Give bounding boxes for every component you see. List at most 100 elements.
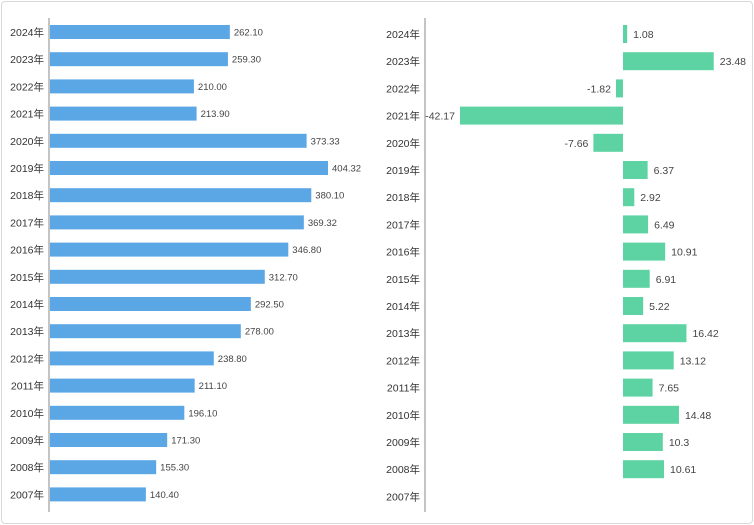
left-bar	[50, 378, 195, 393]
left-tick-label: 2014年	[10, 298, 44, 311]
right-tick-label: 2013年	[386, 327, 420, 340]
right-tick-label: 2023年	[386, 55, 420, 68]
right-data-label: 1.08	[633, 29, 654, 41]
right-bar	[593, 133, 623, 152]
right-data-label: 2.92	[640, 192, 661, 204]
left-data-label: 210.00	[198, 82, 227, 93]
left-data-label: 380.10	[315, 191, 344, 202]
right-tick-label: 2009年	[386, 436, 420, 449]
right-tick-label: 2021年	[386, 110, 420, 123]
left-data-label: 196.10	[188, 408, 217, 419]
left-data-label: 213.90	[201, 109, 230, 120]
right-tick-label: 2010年	[386, 409, 420, 422]
left-bar	[50, 351, 214, 366]
left-tick-label: 2019年	[10, 162, 44, 175]
left-bar	[50, 52, 228, 67]
right-data-label: 7.65	[659, 383, 680, 395]
left-tick-label: 2020年	[10, 135, 44, 148]
right-tick-label: 2008年	[386, 463, 420, 476]
left-bar	[50, 487, 146, 502]
right-tick-label: 2014年	[386, 300, 420, 313]
right-bar-chart: 2024年 1.08 2023年 23.48 2022年 -1.82 2021年 -42.17…	[386, 18, 746, 512]
left-bar	[50, 188, 312, 203]
right-bar	[623, 242, 666, 261]
left-tick-label: 2016年	[10, 244, 44, 257]
right-data-label: 13.12	[680, 355, 706, 367]
left-bar	[50, 297, 251, 311]
left-bar	[50, 405, 185, 420]
left-data-label: 346.80	[292, 245, 321, 256]
right-data-label: 5.22	[649, 301, 670, 313]
right-bar	[623, 351, 674, 370]
right-data-label: 10.61	[670, 464, 696, 476]
left-bar	[50, 25, 230, 39]
left-bar	[50, 242, 289, 257]
left-tick-label: 2022年	[10, 80, 44, 93]
right-tick-label: 2022年	[386, 82, 420, 95]
left-tick-label: 2012年	[10, 352, 44, 365]
right-data-label: -42.17	[425, 111, 455, 123]
left-tick-label: 2008年	[10, 461, 44, 474]
left-data-label: 278.00	[245, 327, 274, 338]
right-data-label: 6.49	[654, 219, 675, 231]
left-tick-label: 2023年	[10, 53, 44, 66]
right-data-label: 16.42	[692, 328, 718, 340]
right-bar	[623, 433, 663, 451]
right-tick-label: 2016年	[386, 246, 420, 259]
left-data-label: 373.33	[311, 136, 340, 147]
left-data-label: 259.30	[232, 55, 261, 66]
left-bar	[50, 269, 265, 284]
left-tick-label: 2024年	[10, 26, 44, 39]
right-tick-label: 2012年	[386, 354, 420, 367]
left-data-label: 292.50	[255, 300, 284, 311]
right-bar	[623, 324, 687, 343]
left-data-label: 140.40	[150, 490, 179, 501]
left-tick-label: 2007年	[10, 488, 44, 501]
left-data-label: 404.32	[332, 164, 361, 175]
left-tick-label: 2017年	[10, 216, 44, 229]
left-tick-label: 2010年	[10, 407, 44, 420]
right-tick-label: 2011年	[387, 382, 420, 395]
right-data-label: -1.82	[587, 83, 611, 95]
left-data-label: 238.80	[218, 354, 247, 365]
right-tick-label: 2019年	[386, 164, 420, 177]
left-data-label: 211.10	[199, 381, 227, 392]
left-tick-label: 2015年	[10, 271, 44, 284]
right-tick-label: 2018年	[386, 191, 420, 204]
left-tick-label: 2011年	[11, 380, 44, 393]
left-tick-label: 2013年	[10, 325, 44, 338]
right-data-label: 23.48	[720, 56, 746, 68]
left-bar	[50, 460, 157, 475]
right-bar	[623, 215, 649, 234]
right-bar	[623, 188, 635, 207]
left-data-label: 155.30	[160, 463, 189, 474]
right-bar	[623, 405, 679, 424]
right-data-label: 14.48	[685, 410, 711, 422]
right-tick-label: 2015年	[386, 273, 420, 286]
right-tick-label: 2024年	[386, 28, 420, 41]
left-data-label: 312.70	[269, 272, 298, 283]
right-data-label: 6.37	[654, 165, 675, 177]
left-bar	[50, 106, 197, 121]
right-tick-label: 2017年	[386, 218, 420, 231]
left-bar	[50, 324, 241, 339]
left-tick-label: 2018年	[10, 189, 44, 202]
right-bar	[623, 25, 628, 43]
right-bar	[615, 79, 623, 98]
right-bar	[623, 378, 653, 397]
left-data-label: 262.10	[234, 28, 263, 39]
right-bar	[623, 297, 644, 315]
left-data-label: 171.30	[171, 436, 200, 447]
right-data-label: 6.91	[656, 274, 677, 286]
left-bar	[50, 433, 168, 447]
right-data-label: 10.91	[671, 247, 697, 259]
right-tick-label: 2020年	[386, 137, 420, 150]
left-bar	[50, 79, 194, 94]
right-bar	[623, 161, 648, 179]
right-bar	[623, 269, 650, 288]
left-bar	[50, 215, 304, 230]
left-data-label: 369.32	[308, 218, 337, 229]
left-bar	[50, 133, 307, 148]
right-data-label: 10.3	[669, 437, 690, 449]
